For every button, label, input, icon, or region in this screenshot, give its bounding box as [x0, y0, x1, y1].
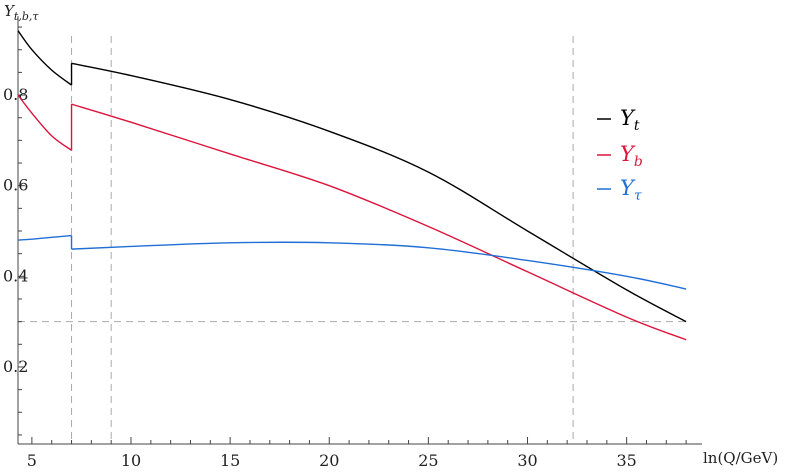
x-tick-label: 5	[27, 451, 37, 470]
x-tick-label: 15	[220, 451, 240, 470]
legend-label-main: Y	[620, 142, 636, 166]
x-tick-label: 10	[121, 451, 141, 470]
series-lines	[17, 30, 687, 341]
reference-lines	[18, 36, 690, 444]
legend-label-sub: τ	[634, 188, 642, 204]
x-tick-label: 20	[319, 451, 339, 470]
series-line-t-segment-2	[71, 62, 687, 323]
axes	[17, 16, 702, 445]
y-tick-label: 0.4	[3, 266, 28, 285]
legend-label-b: Yb	[620, 142, 643, 170]
x-tick-label: 25	[418, 451, 438, 470]
legend-label-tau: Yτ	[620, 176, 642, 204]
y-tick-label: 0.6	[3, 176, 28, 195]
legend-label-main: Y	[620, 106, 636, 130]
legend-label-main: Y	[620, 176, 636, 200]
legend-label-sub: t	[634, 118, 640, 134]
series-line-b-segment-1	[17, 94, 72, 151]
series-line-t-segment-1	[17, 30, 72, 86]
x-tick-label: 35	[616, 451, 636, 470]
legend-label-sub: b	[634, 154, 643, 170]
y-axis-title: Yt,b,τ	[4, 2, 39, 23]
series-line-tau-segment-2	[71, 241, 687, 290]
ticks: 5 10 15 20 25 30 35 0.2 0.4 0.6 0.8	[3, 26, 687, 470]
y-tick-label: 0.2	[3, 357, 28, 376]
series-line-tau-segment-1	[17, 234, 72, 241]
x-tick-label: 30	[517, 451, 537, 470]
series-line-b-segment-2	[71, 103, 687, 341]
y-axis-title-main: Y	[4, 2, 16, 20]
legend-label-t: Yt	[620, 106, 640, 134]
x-axis-title: ln(Q/GeV)	[703, 449, 778, 467]
y-axis-title-sub: t,b,τ	[14, 10, 39, 23]
y-tick-label: 0.8	[3, 85, 28, 104]
